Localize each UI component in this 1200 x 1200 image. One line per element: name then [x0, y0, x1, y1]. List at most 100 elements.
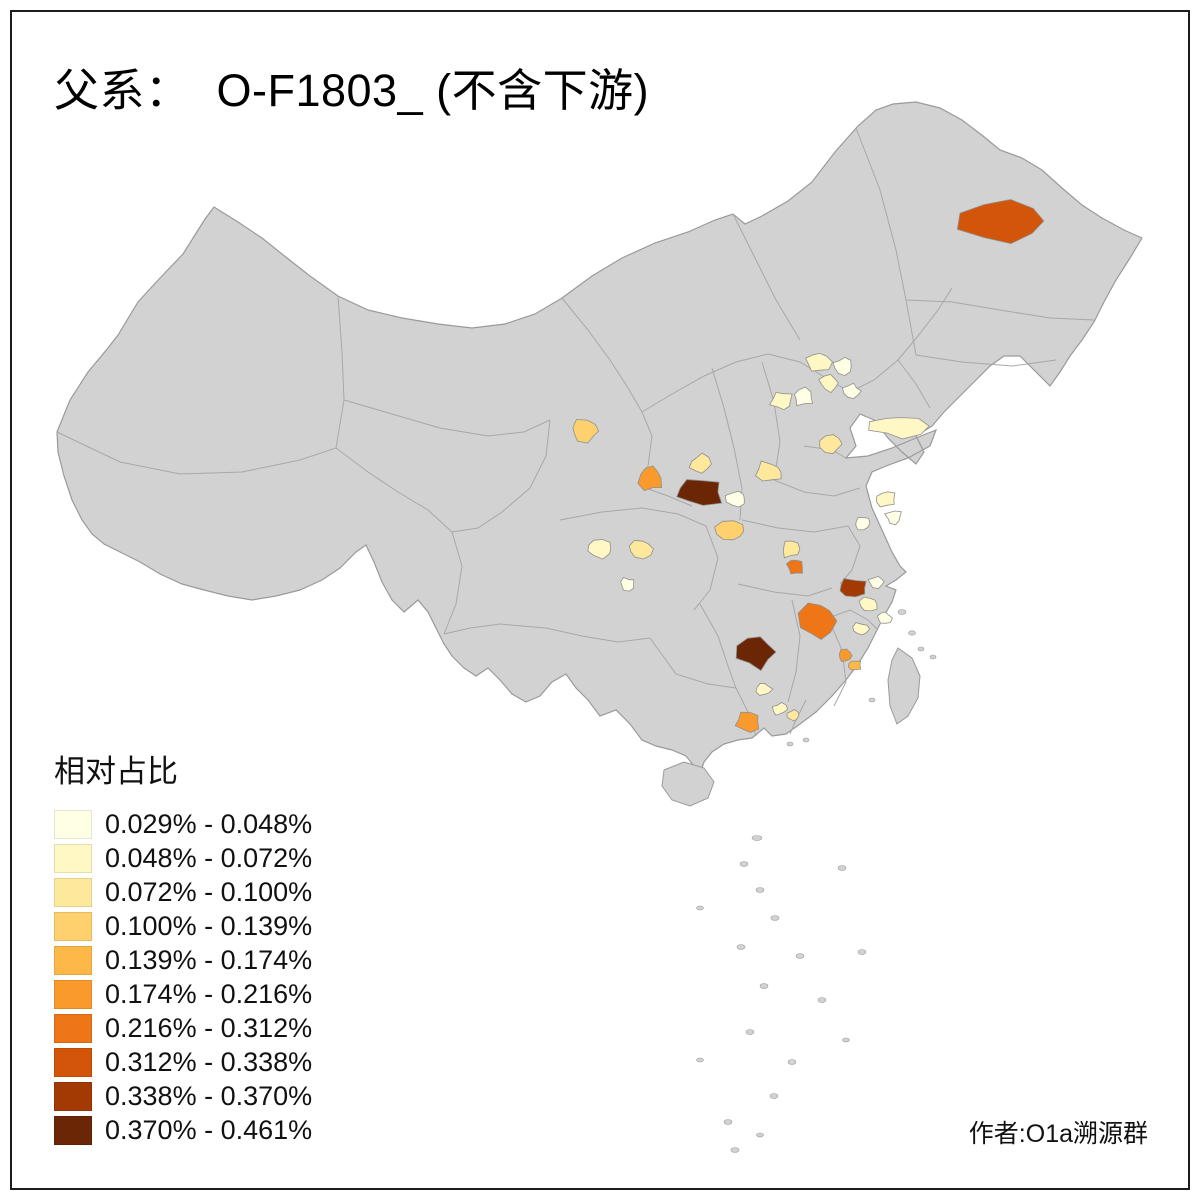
islet-mark: [723, 1119, 733, 1125]
map-region: [819, 434, 843, 455]
islet-mark: [802, 737, 810, 743]
legend-swatch: [54, 809, 92, 839]
legend-item: 0.312% - 0.338%: [54, 1045, 312, 1079]
map-region: [839, 578, 867, 598]
map-region: [858, 596, 878, 612]
province-border-line: [773, 479, 861, 497]
islet-mark: [917, 646, 925, 652]
map-region: [628, 539, 654, 560]
province-border-line: [737, 583, 833, 597]
islet-mark: [769, 1093, 779, 1099]
province-border-line: [335, 447, 463, 635]
islet-mark: [837, 865, 847, 871]
map-region: [884, 510, 902, 526]
legend-label: 0.029% - 0.048%: [105, 808, 313, 839]
map-region: [637, 465, 663, 492]
province-border-line: [639, 485, 693, 507]
legend-item: 0.338% - 0.370%: [54, 1079, 312, 1113]
map-region: [867, 575, 885, 589]
legend-swatch: [54, 843, 92, 873]
map-region: [868, 417, 930, 440]
province-border-line: [561, 297, 653, 487]
islet-mark: [817, 997, 827, 1003]
page-title: 父系： O-F1803_ (不含下游): [54, 65, 650, 116]
province-border-line: [343, 399, 551, 437]
map-region: [676, 479, 723, 506]
province-border-line: [897, 359, 931, 409]
legend-title: 相对占比: [54, 754, 178, 789]
map-legend: 相对占比 0.029% - 0.048% 0.048% - 0.072% 0.072…: [54, 746, 312, 1147]
china-mainland-shape: [56, 101, 1143, 776]
map-region: [852, 622, 871, 636]
legend-swatch: [54, 1013, 92, 1043]
province-border-line: [915, 354, 1057, 367]
map-region: [754, 460, 782, 482]
province-border-line: [451, 419, 551, 533]
map-region: [620, 577, 635, 592]
highlighted-prefectures: [572, 199, 1045, 733]
islet-mark: [842, 1037, 850, 1043]
province-border-line: [641, 353, 851, 413]
islet-mark: [730, 1147, 740, 1153]
hainan-island-shape: [661, 761, 715, 807]
islet-mark: [696, 1057, 704, 1063]
legend-item: 0.139% - 0.174%: [54, 943, 312, 977]
sea-islets: [696, 609, 937, 1153]
map-region: [572, 419, 600, 444]
legend-label: 0.048% - 0.072%: [105, 842, 313, 873]
map-region: [782, 540, 801, 559]
legend-label: 0.100% - 0.139%: [105, 910, 313, 941]
legend-items: 0.029% - 0.048% 0.048% - 0.072% 0.072% - 0…: [54, 807, 312, 1147]
legend-item: 0.174% - 0.216%: [54, 977, 312, 1011]
map-region: [735, 636, 777, 672]
islet-mark: [736, 944, 746, 950]
map-region: [855, 516, 871, 531]
province-border-line: [827, 617, 847, 707]
map-region: [797, 602, 838, 640]
islet-mark: [868, 697, 876, 703]
legend-swatch: [54, 979, 92, 1009]
legend-item: 0.100% - 0.139%: [54, 909, 312, 943]
legend-item: 0.216% - 0.312%: [54, 1011, 312, 1045]
province-border-line: [699, 603, 737, 689]
legend-swatch: [54, 911, 92, 941]
author-credit: 作者:O1a溯源群: [968, 1120, 1148, 1148]
legend-item: 0.370% - 0.461%: [54, 1113, 312, 1147]
islet-mark: [857, 949, 867, 955]
map-region: [805, 352, 833, 372]
province-border-line: [839, 525, 861, 585]
map-region: [724, 490, 745, 508]
map-region: [876, 611, 893, 624]
islet-mark: [770, 915, 780, 921]
legend-label: 0.370% - 0.461%: [105, 1114, 313, 1145]
islet-mark: [897, 609, 907, 615]
islet-mark: [929, 654, 937, 660]
province-border-line: [732, 213, 801, 341]
map-region: [875, 491, 896, 508]
province-border-line: [849, 287, 953, 393]
map-region: [587, 539, 612, 560]
legend-item: 0.029% - 0.048%: [54, 807, 312, 841]
legend-swatch: [54, 1047, 92, 1077]
map-region: [847, 660, 862, 671]
province-border-line: [905, 299, 1095, 321]
province-border-line: [649, 637, 737, 689]
province-border-line: [443, 623, 547, 635]
province-border-line: [559, 507, 707, 527]
islet-mark: [759, 983, 769, 989]
legend-item: 0.072% - 0.100%: [54, 875, 312, 909]
province-border-line: [545, 627, 651, 643]
islet-mark: [756, 1132, 764, 1138]
legend-label: 0.216% - 0.312%: [105, 1012, 313, 1043]
map-region: [794, 386, 813, 407]
legend-label: 0.139% - 0.174%: [105, 944, 313, 975]
legend-item: 0.048% - 0.072%: [54, 841, 312, 875]
islet-mark: [739, 861, 749, 867]
map-region: [842, 382, 862, 400]
taiwan-island-shape: [887, 647, 921, 725]
legend-label: 0.072% - 0.100%: [105, 876, 313, 907]
province-border-line: [787, 599, 801, 703]
map-region: [771, 702, 789, 716]
